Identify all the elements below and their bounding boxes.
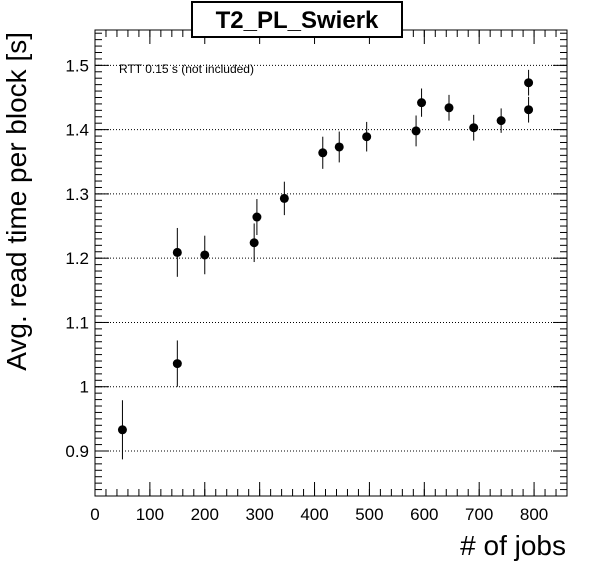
x-axis-title: # of jobs [460, 530, 566, 561]
data-point [469, 123, 479, 133]
x-tick-label: 700 [465, 505, 493, 524]
data-point [496, 116, 506, 126]
data-points [117, 69, 534, 460]
data-point [524, 78, 534, 88]
x-tick-label: 100 [136, 505, 164, 524]
x-tick-label: 400 [300, 505, 328, 524]
x-tick-label: 800 [520, 505, 548, 524]
x-tick-label: 600 [410, 505, 438, 524]
axis-ticks [94, 30, 568, 497]
x-tick-label: 200 [191, 505, 219, 524]
data-point [117, 425, 127, 435]
y-tick-label: 1.3 [65, 185, 89, 204]
data-point [362, 132, 372, 142]
data-point [411, 126, 421, 136]
x-tick-labels: 0 100 200 300 400 500 600 700 800 [90, 505, 548, 524]
y-axis-title: Avg. read time per block [s] [1, 32, 32, 371]
title-box [191, 1, 403, 38]
data-point [417, 98, 427, 108]
data-point [172, 247, 182, 257]
y-tick-label: 1.4 [65, 121, 89, 140]
y-tick-label: 1.1 [65, 313, 89, 332]
data-point [249, 238, 259, 248]
plot-frame [94, 29, 568, 497]
data-point [318, 148, 328, 158]
x-tick-label: 300 [245, 505, 273, 524]
data-point [252, 212, 262, 222]
chart-title: T2_PL_Swierk [216, 7, 379, 34]
data-point [200, 250, 210, 260]
y-tick-label: 1 [80, 378, 89, 397]
x-tick-label: 0 [90, 505, 99, 524]
y-tick-label: 0.9 [65, 442, 89, 461]
data-point [334, 142, 344, 152]
gridlines [95, 64, 567, 452]
y-tick-label: 1.5 [65, 56, 89, 75]
x-tick-label: 500 [355, 505, 383, 524]
data-point [172, 359, 182, 369]
data-point [444, 103, 454, 113]
data-point [524, 105, 534, 115]
rtt-annotation: RTT 0.15 s (not included) [119, 62, 254, 76]
y-tick-labels: 0.9 1 1.1 1.2 1.3 1.4 1.5 [65, 56, 89, 461]
data-point [279, 193, 289, 203]
y-tick-label: 1.2 [65, 249, 89, 268]
